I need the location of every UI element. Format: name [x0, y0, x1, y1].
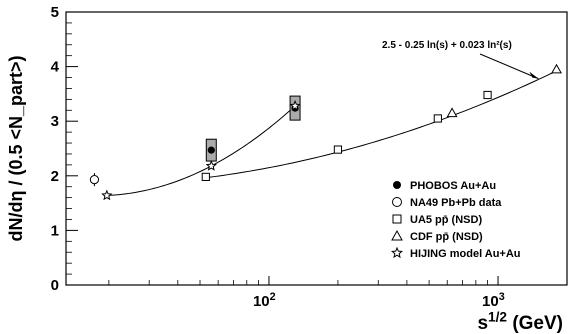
hijing-model-au-au-point [289, 100, 301, 111]
x-axis-title: s1/2 (GeV) [477, 309, 563, 334]
annotation-arrow [479, 53, 539, 80]
legend-marker [391, 246, 403, 259]
y-tick-label: 1 [51, 222, 59, 239]
hijing-model-au-au-point [205, 160, 217, 171]
fit-curve-hijing [106, 105, 296, 196]
ua5-pp-nsd--point [201, 172, 210, 181]
formula-annotation: 2.5 - 0.25 ln(s) + 0.023 ln²(s) [382, 40, 512, 51]
y-tick-label: 5 [51, 4, 59, 21]
ua5-pp-nsd--point [483, 90, 492, 100]
y-tick-label: 0 [51, 277, 59, 294]
cdf-pp-nsd--point [551, 63, 562, 74]
hijing-model-au-au-point [101, 189, 113, 201]
x-tick-label: 103 [482, 291, 505, 310]
legend-label: UA5 pp̄ (NSD) [410, 214, 482, 226]
legend-marker [391, 229, 403, 241]
y-axis-title: dN/dη / (0.5 <N_part>) [6, 55, 26, 241]
legend-marker [392, 214, 402, 224]
y-tick-label: 2 [51, 168, 59, 185]
y-tick-label: 4 [51, 59, 60, 76]
legend-label: HIJING model Au+Au [410, 248, 521, 260]
y-tick-label: 3 [51, 113, 59, 130]
ua5-pp-nsd--point [333, 145, 343, 154]
ua5-pp-nsd--point [433, 114, 442, 123]
legend-marker [392, 197, 402, 207]
cdf-pp-nsd--point [446, 107, 458, 118]
legend-label: CDF pp̄ (NSD) [410, 231, 483, 243]
x-tick-label: 102 [253, 291, 276, 310]
legend-label: PHOBOS Au+Au [410, 180, 496, 192]
phobos-au-au-point [207, 146, 215, 154]
legend-label: NA49 Pb+Pb data [410, 197, 502, 209]
legend-marker [393, 181, 401, 189]
fit-curve-pp [205, 70, 557, 179]
annotation-arrowhead [529, 71, 539, 79]
plot-frame [65, 11, 568, 286]
na49-pb-pb-data-point [89, 175, 100, 185]
